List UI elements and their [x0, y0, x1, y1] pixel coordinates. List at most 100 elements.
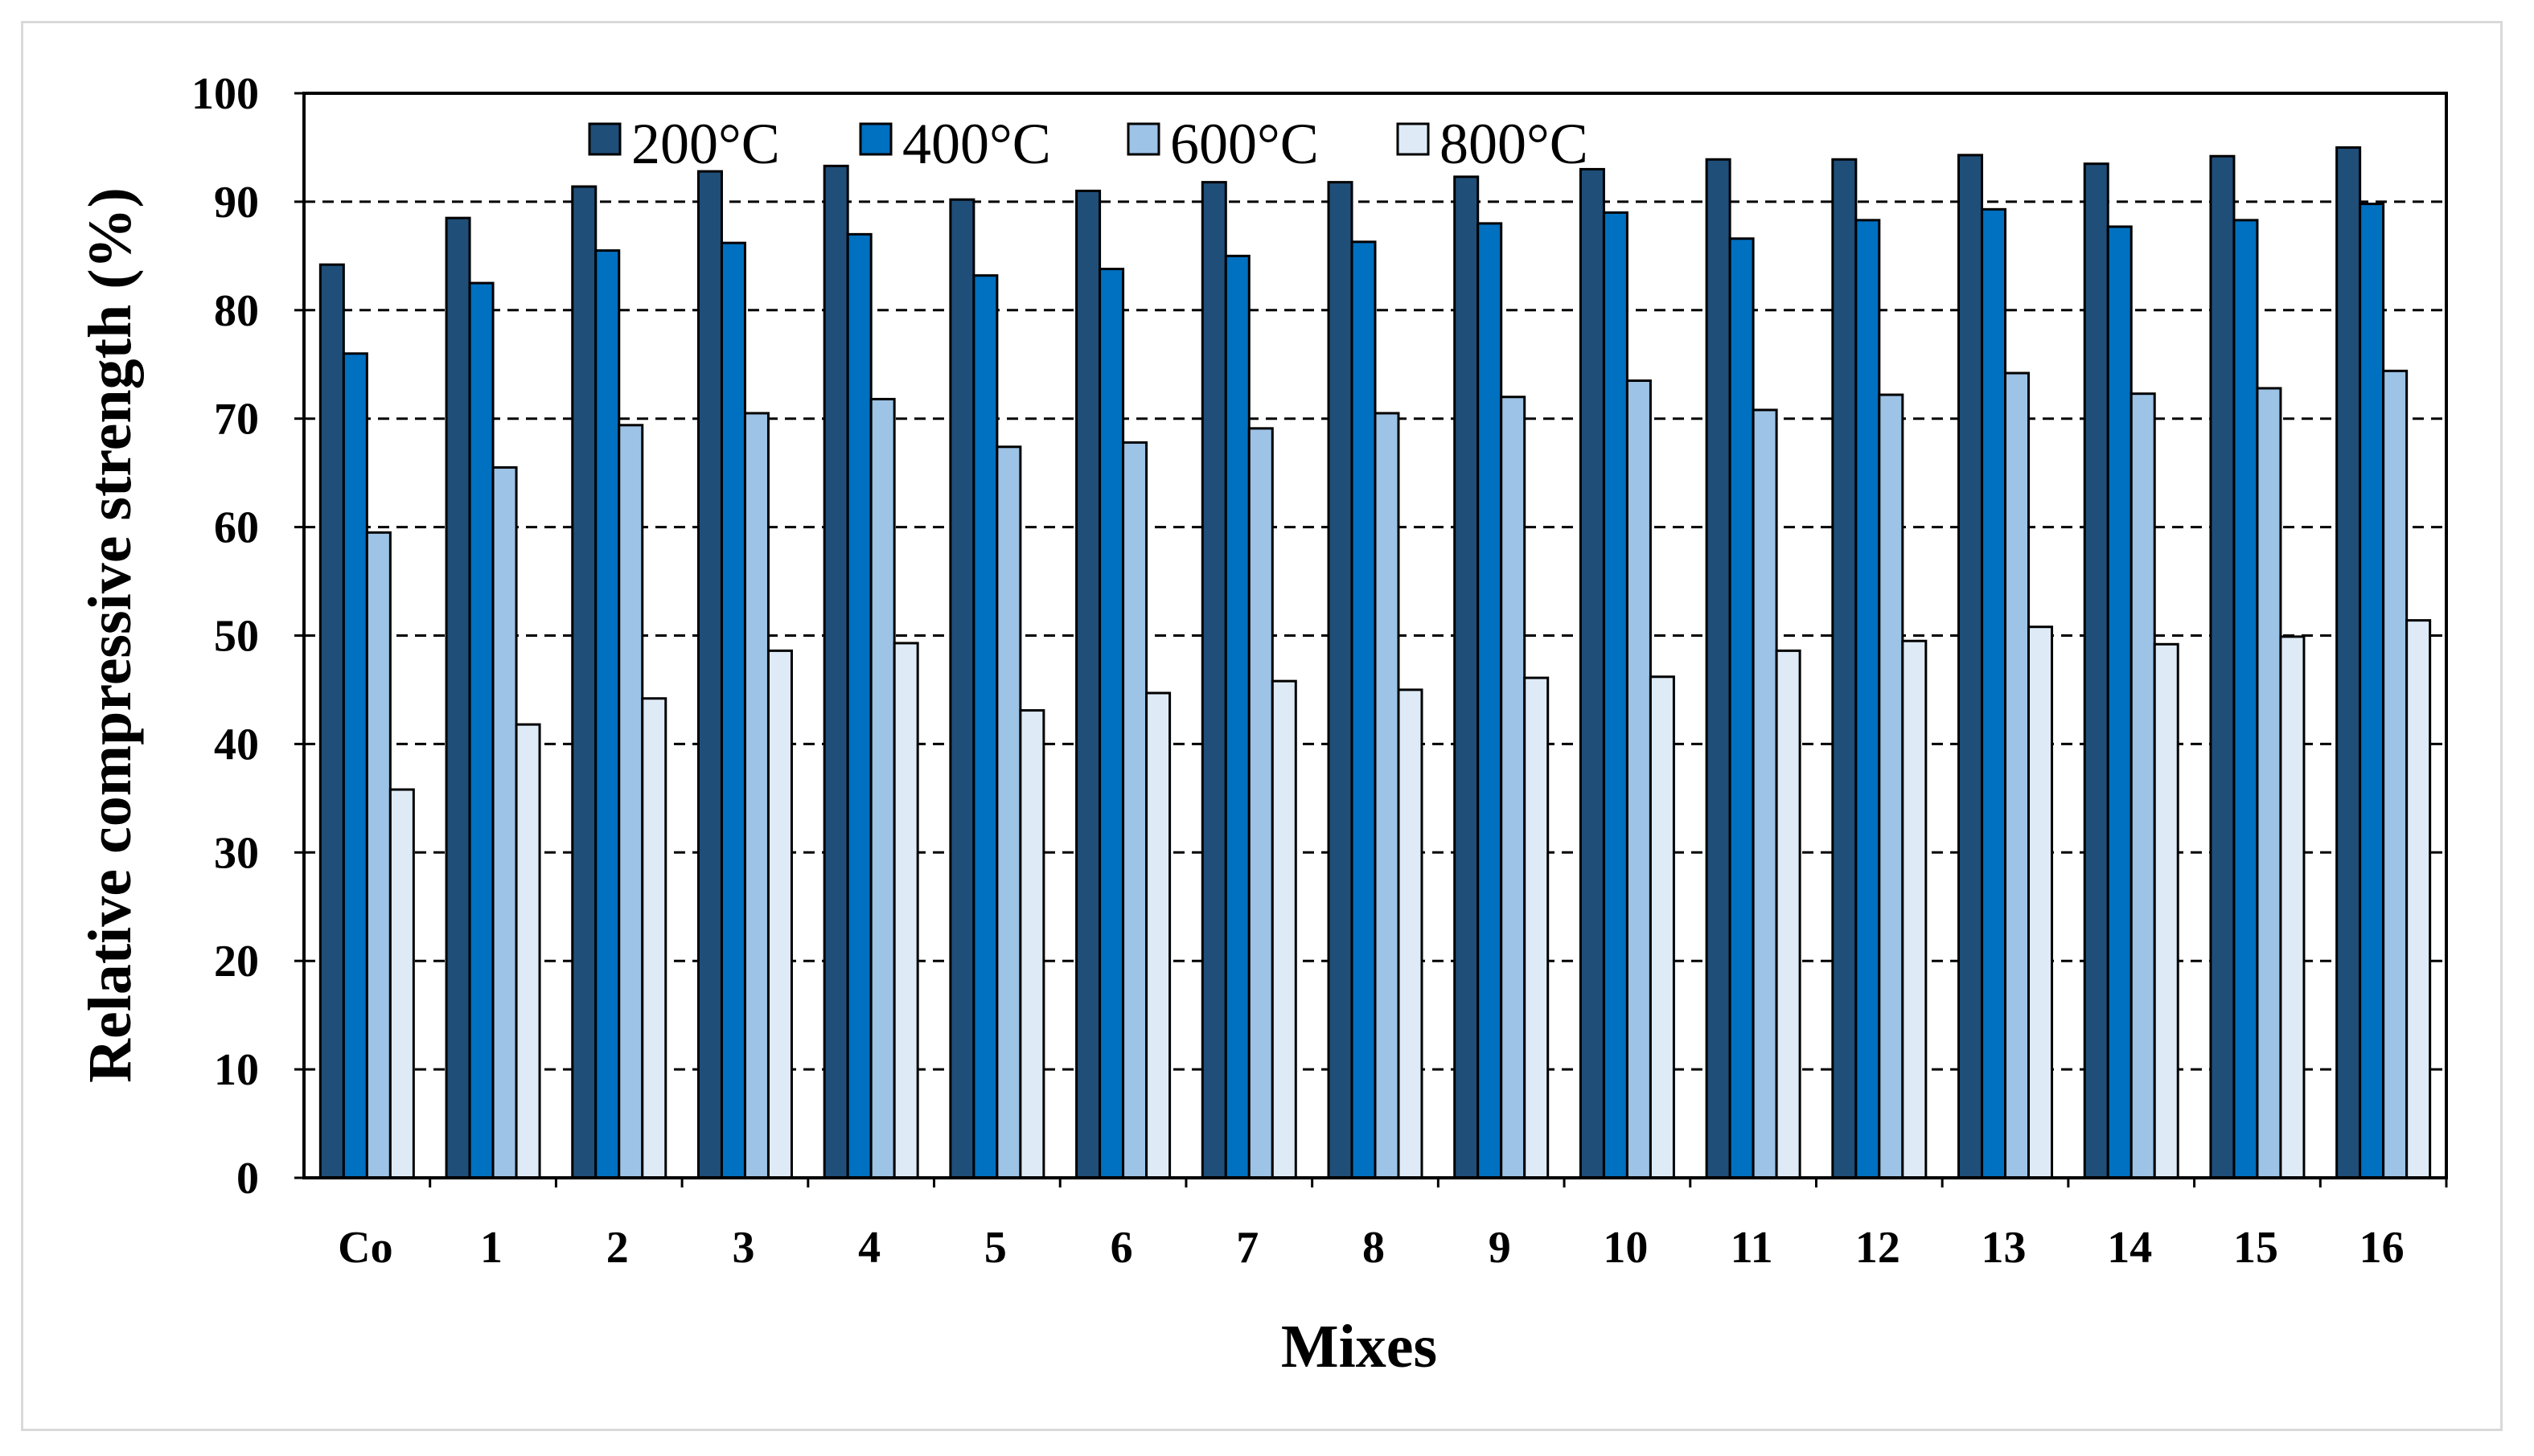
- bar-600C-5: [996, 445, 1022, 1179]
- bar-400C-4: [846, 232, 873, 1179]
- x-axis-title: Mixes: [1281, 1313, 1437, 1380]
- bar-800C-8: [1397, 688, 1423, 1179]
- bar-800C-11: [1775, 649, 1801, 1179]
- bar-800C-12: [1901, 639, 1928, 1179]
- legend-swatch-1: [859, 122, 893, 156]
- y-tick-label-90: 90: [214, 178, 259, 228]
- y-tick-label-0: 0: [236, 1154, 259, 1204]
- bar-600C-16: [2382, 369, 2409, 1179]
- bar-600C-8: [1374, 412, 1400, 1179]
- figure-frame: [21, 21, 2503, 1431]
- bar-200C-14: [2083, 162, 2109, 1179]
- bar-800C-15: [2279, 635, 2306, 1179]
- bar-400C-16: [2359, 203, 2385, 1179]
- bar-200C-Co: [318, 263, 345, 1179]
- x-tick-label-15: 15: [2233, 1223, 2278, 1273]
- x-tick-label-10: 10: [1603, 1223, 1648, 1273]
- bar-400C-1: [468, 281, 495, 1179]
- bar-600C-11: [1752, 408, 1778, 1179]
- bar-800C-3: [766, 649, 793, 1179]
- x-tick-label-2: 2: [606, 1223, 629, 1273]
- bar-400C-Co: [342, 352, 368, 1179]
- bar-400C-7: [1224, 254, 1251, 1179]
- bar-400C-12: [1854, 219, 1881, 1179]
- legend-swatch-2: [1127, 122, 1160, 156]
- legend: 200°C 400°C 600°C 800°C: [588, 112, 1588, 176]
- bar-800C-6: [1145, 691, 1172, 1179]
- x-tick-label-5: 5: [984, 1223, 1007, 1273]
- x-tick-label-3: 3: [732, 1223, 754, 1273]
- bar-600C-3: [743, 412, 770, 1179]
- legend-swatch-0: [588, 122, 622, 156]
- bar-600C-4: [869, 397, 896, 1179]
- y-tick-label-20: 20: [214, 937, 259, 986]
- y-axis-ticks: 0 10 20 30 40 50 60 70 80 90 100: [191, 69, 304, 1204]
- bar-600C-6: [1122, 441, 1148, 1179]
- bar-200C-4: [823, 164, 849, 1179]
- x-tick-label-13: 13: [1982, 1223, 2027, 1273]
- bar-400C-2: [594, 249, 621, 1179]
- y-tick-label-70: 70: [214, 395, 259, 445]
- bar-800C-4: [893, 642, 919, 1179]
- bar-400C-10: [1602, 211, 1628, 1179]
- y-tick-label-100: 100: [191, 69, 259, 119]
- y-axis-title: Relative compressive strength (%): [76, 187, 144, 1083]
- bar-800C-1: [515, 723, 541, 1179]
- bar-200C-3: [696, 170, 723, 1179]
- bar-400C-3: [720, 241, 746, 1179]
- bar-400C-11: [1728, 237, 1755, 1179]
- bar-600C-7: [1247, 427, 1274, 1179]
- bar-200C-5: [949, 198, 975, 1179]
- bar-200C-6: [1075, 189, 1102, 1179]
- x-tick-label-1: 1: [480, 1223, 503, 1273]
- bar-800C-9: [1523, 676, 1550, 1179]
- y-tick-label-40: 40: [214, 720, 259, 769]
- bar-400C-5: [972, 274, 999, 1179]
- y-tick-label-80: 80: [214, 286, 259, 336]
- bar-200C-9: [1453, 175, 1480, 1179]
- legend-label-0: 200°C: [631, 112, 780, 176]
- bar-400C-8: [1350, 240, 1377, 1179]
- bars: [318, 146, 2432, 1179]
- x-tick-label-11: 11: [1731, 1223, 1773, 1273]
- bar-600C-2: [618, 424, 644, 1179]
- bar-400C-15: [2232, 219, 2259, 1179]
- x-tick-label-6: 6: [1111, 1223, 1133, 1273]
- bar-800C-16: [2405, 619, 2432, 1179]
- x-tick-label-16: 16: [2359, 1223, 2405, 1273]
- y-tick-label-10: 10: [214, 1045, 259, 1095]
- bar-200C-2: [571, 185, 598, 1179]
- x-tick-label-4: 4: [858, 1223, 881, 1273]
- legend-label-1: 400°C: [902, 112, 1051, 176]
- bar-800C-Co: [388, 788, 415, 1179]
- bar-600C-15: [2256, 387, 2282, 1179]
- legend-swatch-3: [1396, 122, 1430, 156]
- bar-200C-13: [1957, 154, 1984, 1179]
- bar-400C-14: [2106, 225, 2133, 1179]
- bar-800C-10: [1649, 675, 1675, 1179]
- bar-400C-9: [1476, 222, 1503, 1179]
- y-tick-label-60: 60: [214, 503, 259, 553]
- bar-800C-14: [2153, 642, 2179, 1179]
- bar-200C-11: [1705, 158, 1731, 1179]
- bar-200C-10: [1579, 167, 1605, 1179]
- bar-400C-6: [1099, 268, 1125, 1179]
- x-tick-label-9: 9: [1489, 1223, 1511, 1273]
- bar-600C-12: [1878, 393, 1904, 1179]
- bar-200C-15: [2209, 154, 2236, 1179]
- bar-200C-7: [1201, 181, 1227, 1179]
- bar-200C-1: [445, 216, 471, 1179]
- x-tick-label-12: 12: [1855, 1223, 1900, 1273]
- bar-600C-9: [1500, 396, 1526, 1179]
- x-tick-label-Co: Co: [338, 1223, 392, 1273]
- bar-600C-14: [2129, 392, 2156, 1179]
- bar-800C-2: [641, 697, 667, 1179]
- bar-600C-Co: [365, 531, 392, 1179]
- x-axis-ticks: Co 1 2 3 4 5 6 7 8 9 10 11 12 13 14 15 16: [338, 1178, 2448, 1273]
- bar-400C-13: [1981, 207, 2007, 1179]
- bar-800C-13: [2027, 625, 2054, 1179]
- x-tick-label-7: 7: [1236, 1223, 1259, 1273]
- bar-800C-7: [1271, 679, 1297, 1179]
- bar-800C-5: [1019, 709, 1045, 1179]
